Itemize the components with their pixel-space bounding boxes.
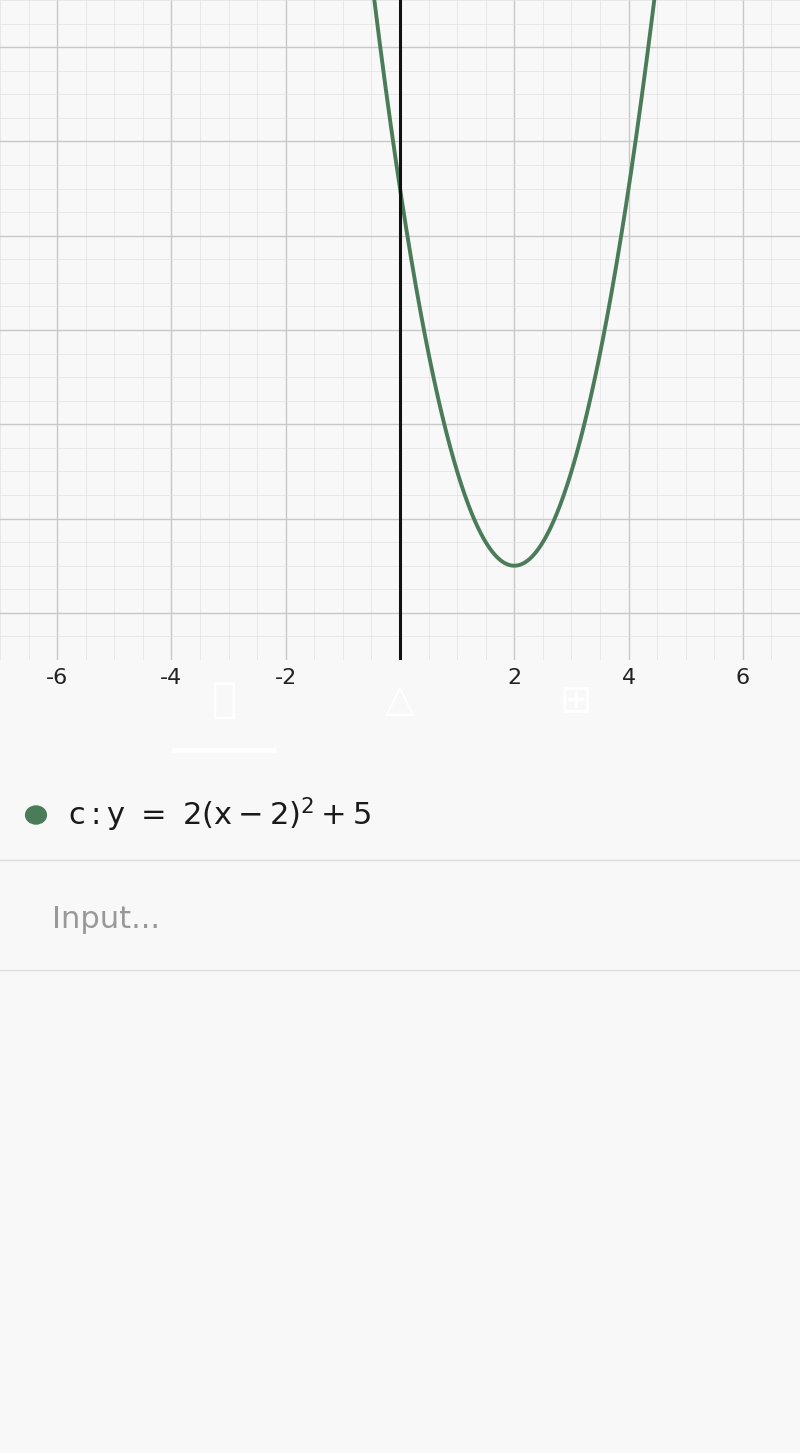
Text: △: △ bbox=[385, 681, 415, 719]
Text: $\mathrm{c : y \ = \ 2(x - 2)^{2} + 5}$: $\mathrm{c : y \ = \ 2(x - 2)^{2} + 5}$ bbox=[68, 796, 371, 834]
Text: ⊞: ⊞ bbox=[560, 681, 592, 719]
Text: ⌸: ⌸ bbox=[211, 679, 237, 721]
Circle shape bbox=[26, 806, 46, 824]
Text: Input...: Input... bbox=[52, 905, 160, 934]
